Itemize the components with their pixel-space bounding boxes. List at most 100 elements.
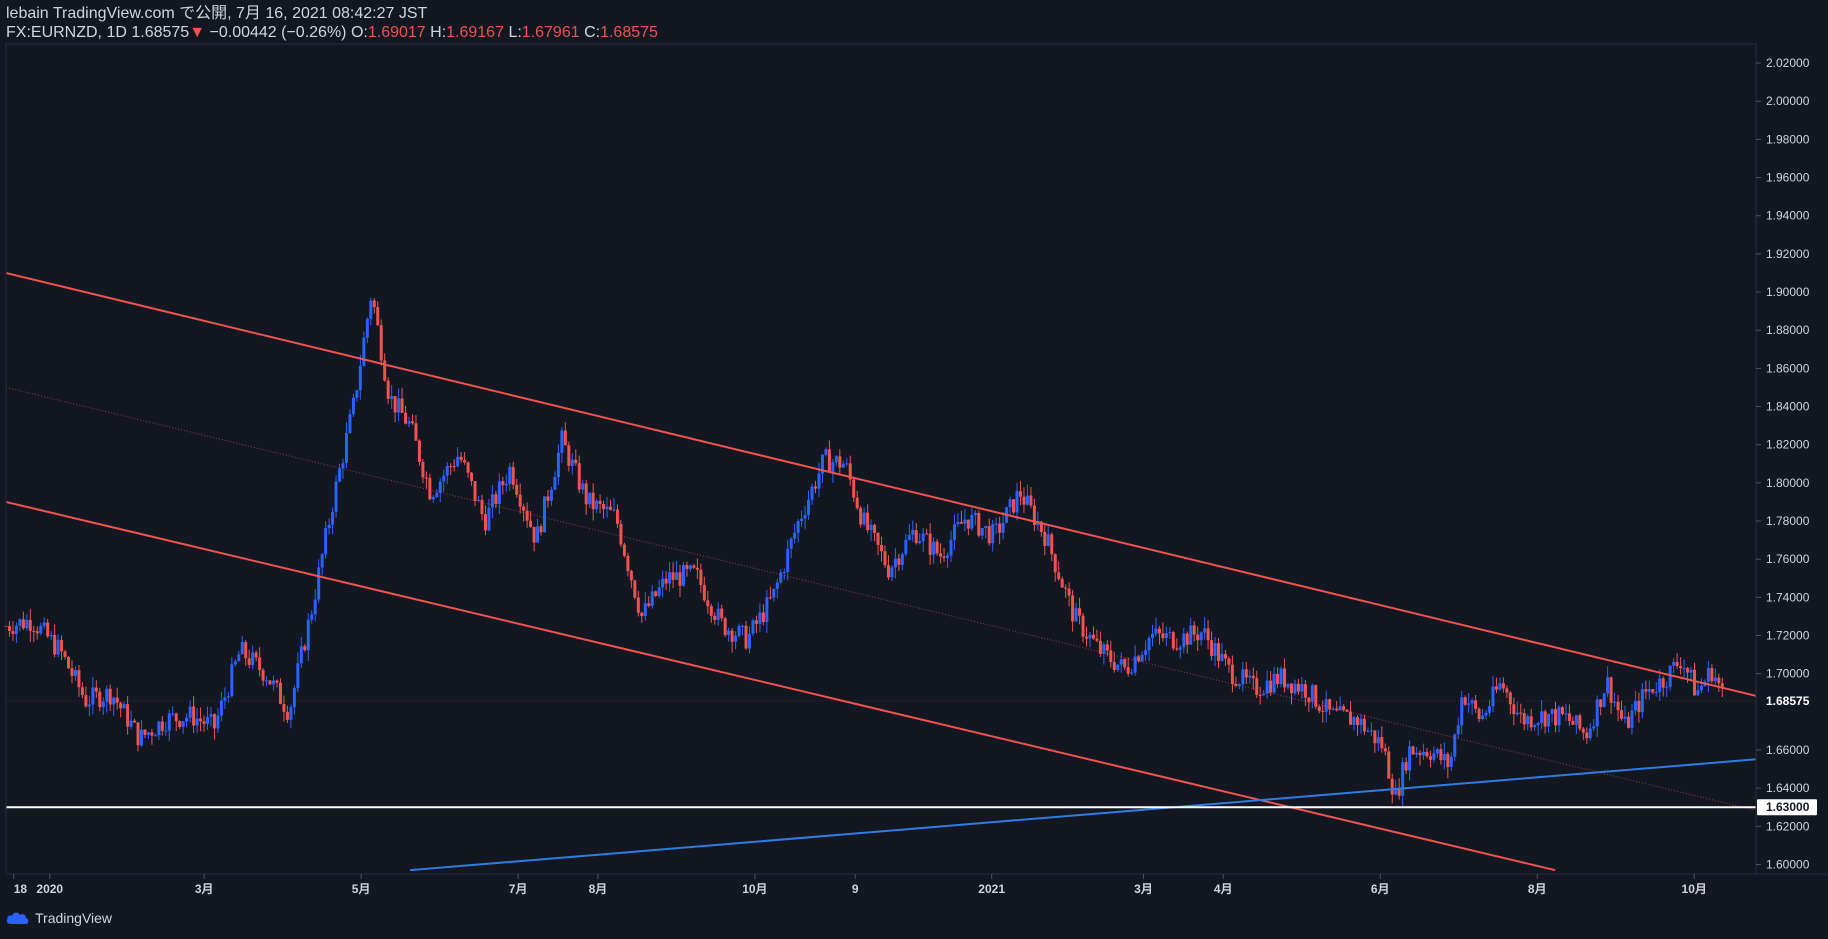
candle-body <box>230 664 234 697</box>
candle-body <box>880 544 884 552</box>
candle-body <box>1633 700 1637 711</box>
candle-body <box>1244 669 1248 678</box>
candle-body <box>688 565 692 570</box>
price-tick-label: 1.76000 <box>1766 552 1810 566</box>
candle-body <box>49 634 53 637</box>
candle-body <box>1675 662 1679 666</box>
candle-body <box>1012 499 1016 513</box>
candle-body <box>1668 665 1672 687</box>
candle-body <box>657 587 661 597</box>
candle-body <box>1616 701 1620 711</box>
candle-body <box>1401 762 1405 796</box>
candle-body <box>796 521 800 533</box>
candle-body <box>814 486 818 489</box>
candle-body <box>1046 534 1050 546</box>
candle-body <box>1595 699 1599 727</box>
candle-body <box>303 646 307 651</box>
price-tick-label: 1.74000 <box>1766 590 1810 604</box>
candle-body <box>1672 662 1676 666</box>
candle-body <box>803 514 807 519</box>
candle-body <box>1717 677 1721 684</box>
low-label: L: <box>508 24 522 41</box>
candle-body <box>1303 684 1307 698</box>
candle-body <box>713 615 717 620</box>
candle-body <box>1116 664 1120 670</box>
candle-body <box>1081 615 1085 637</box>
candle-body <box>1154 628 1158 634</box>
price-tick-label: 1.80000 <box>1766 476 1810 490</box>
candle-body <box>1039 521 1043 532</box>
price-scale[interactable]: 2.02000 2.00000 1.98000 1.96000 1.94000 1.920… <box>1756 56 1810 871</box>
candle-body <box>1679 665 1683 669</box>
candle-body <box>233 661 237 665</box>
candle-body <box>900 554 904 565</box>
time-scale[interactable]: 18 2020 3月 5月 7月 8月 10月 9 2021 3月 4月 6月 8月 10月 <box>13 874 1707 896</box>
candle-body <box>1720 683 1724 688</box>
candle-body <box>977 512 981 536</box>
candle-body <box>664 578 668 584</box>
candle-body <box>768 597 772 599</box>
candle-body <box>223 697 227 701</box>
candle-body <box>1394 789 1398 795</box>
candle-body <box>1686 667 1690 673</box>
candle-body <box>744 625 748 649</box>
candle-body <box>987 526 991 544</box>
candle-body <box>278 682 282 704</box>
candle-body <box>1446 753 1450 767</box>
candle-body <box>543 496 547 533</box>
price-tick-label: 1.92000 <box>1766 247 1810 261</box>
candle-body <box>1032 505 1036 526</box>
candle-body <box>522 506 526 511</box>
time-tick-label: 9 <box>852 882 859 896</box>
candle-body <box>272 680 276 685</box>
candle-body <box>334 481 338 512</box>
down-arrow-icon: ▼ <box>189 24 206 41</box>
candle-body <box>18 619 22 626</box>
candle-body <box>1283 668 1287 688</box>
candle-body <box>1168 632 1172 634</box>
candle-body <box>1133 656 1137 673</box>
candle-body <box>952 524 956 540</box>
candle-body <box>609 506 613 511</box>
candle-body <box>1071 595 1075 622</box>
candle-body <box>1060 578 1064 588</box>
support-price-label-box <box>1757 799 1817 816</box>
candle-body <box>1661 678 1665 688</box>
candle-body <box>108 688 112 705</box>
candle-body <box>1387 751 1391 779</box>
candle-body <box>532 526 536 543</box>
candle-body <box>1560 707 1564 715</box>
candle-body <box>414 423 418 441</box>
candle-body <box>1147 638 1151 651</box>
candle-body <box>14 625 18 635</box>
candle-body <box>574 459 578 464</box>
candle-body <box>1602 693 1606 707</box>
candle-body <box>1380 737 1384 749</box>
channel-midline-line <box>6 386 1756 811</box>
candle-body <box>192 706 196 726</box>
candle-body <box>991 524 995 544</box>
candle-body <box>758 612 762 624</box>
candle-body <box>459 456 463 460</box>
candle-body <box>1057 572 1061 579</box>
candle-body <box>1220 653 1224 661</box>
candle-body <box>1119 659 1123 665</box>
price-change: −0.00442 (−0.26%) <box>209 24 347 41</box>
candle-body <box>1074 608 1078 622</box>
high-value: 1.69167 <box>446 24 504 41</box>
candle-body <box>754 620 758 624</box>
candle-body <box>372 300 376 307</box>
candle-body <box>817 473 821 489</box>
candle-body <box>1098 640 1102 654</box>
candle-body <box>966 519 970 529</box>
candle-body <box>188 706 192 718</box>
close-value: 1.68575 <box>600 24 658 41</box>
candle-body <box>219 700 223 716</box>
candle-body <box>629 570 633 581</box>
candle-body <box>1609 677 1613 703</box>
time-tick-label: 2021 <box>978 882 1005 896</box>
candle-body <box>536 526 540 543</box>
open-label: O: <box>350 24 368 41</box>
time-tick-label: 10月 <box>1682 882 1707 896</box>
